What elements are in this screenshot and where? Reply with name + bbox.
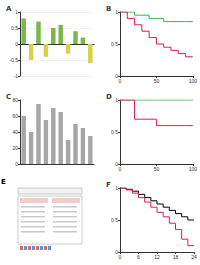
svg-text:1: 1 [15,9,18,15]
svg-text:0: 0 [15,41,18,47]
svg-text:F: F [106,181,111,189]
svg-text:0: 0 [119,166,122,172]
svg-text:0: 0 [115,249,118,255]
svg-text:12: 12 [154,254,160,260]
svg-text:50: 50 [154,166,160,172]
svg-text:0.5: 0.5 [111,217,118,223]
svg-text:0: 0 [15,161,18,167]
svg-text:D: D [106,93,112,101]
svg-text:0.5: 0.5 [111,41,118,47]
svg-text:60: 60 [12,113,18,119]
svg-text:50: 50 [154,78,160,84]
svg-text:0.5: 0.5 [11,25,18,31]
svg-text:A: A [6,5,12,13]
svg-text:24: 24 [191,254,197,260]
svg-text:6: 6 [137,254,140,260]
svg-text:20: 20 [12,145,18,151]
svg-text:100: 100 [189,166,198,172]
svg-text:-1: -1 [14,73,19,79]
svg-text:B: B [106,5,111,13]
svg-text:E: E [1,178,6,186]
svg-text:1: 1 [115,185,118,191]
svg-text:40: 40 [12,129,18,135]
svg-text:C: C [6,93,11,101]
svg-text:0: 0 [119,78,122,84]
svg-text:0: 0 [115,161,118,167]
svg-text:0: 0 [119,254,122,260]
svg-text:80: 80 [12,97,18,103]
svg-text:-0.5: -0.5 [9,57,18,63]
svg-text:1: 1 [115,97,118,103]
svg-text:18: 18 [173,254,179,260]
svg-text:0: 0 [115,73,118,79]
svg-text:0.5: 0.5 [111,129,118,135]
svg-text:100: 100 [189,78,198,84]
svg-text:1: 1 [115,9,118,15]
